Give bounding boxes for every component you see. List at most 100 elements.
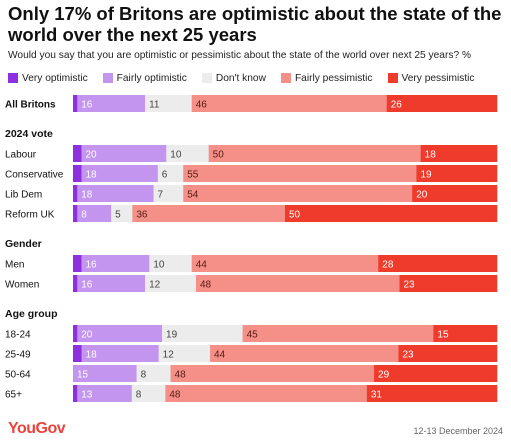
data-label: 48	[175, 370, 187, 381]
data-label: 10	[153, 260, 165, 271]
bar-segment	[77, 95, 146, 112]
bar-segment	[81, 255, 150, 272]
data-label: 44	[214, 350, 226, 361]
data-label: 16	[81, 100, 93, 111]
data-label: 46	[196, 100, 208, 111]
bar-segment	[162, 325, 243, 342]
legend-label: Fairly pessimistic	[294, 72, 373, 84]
data-label: 15	[77, 370, 89, 381]
data-label: 55	[187, 170, 199, 181]
legend-item-fairly-pessimistic: Fairly pessimistic	[280, 72, 373, 84]
row-label: 65+	[5, 390, 22, 401]
bar-segment	[416, 165, 498, 182]
data-label: 15	[437, 330, 449, 341]
bar-segment	[77, 325, 163, 342]
row-label: All Britons	[5, 100, 56, 111]
bar-segment	[285, 205, 498, 222]
row-label: Lib Dem	[5, 190, 42, 201]
legend-swatch	[201, 73, 212, 83]
group-heading: 2024 vote	[5, 128, 53, 140]
data-label: 50	[289, 210, 301, 221]
data-label: 11	[149, 100, 160, 111]
legend-label: Don't know	[215, 72, 266, 84]
bar-segment	[73, 95, 78, 112]
data-label: 6	[162, 170, 168, 181]
data-label: 18	[425, 150, 437, 161]
bar-segment	[366, 385, 498, 402]
bar-segment	[195, 275, 400, 292]
legend-label: Very optimistic	[22, 72, 88, 84]
row-label: Labour	[5, 150, 37, 161]
bar-segment	[191, 95, 388, 112]
bar-segment	[378, 255, 498, 272]
group-heading: Age group	[5, 308, 58, 320]
bar-segment	[132, 205, 286, 222]
bar-segment	[386, 95, 498, 112]
bar-segment	[77, 205, 112, 222]
legend-swatch	[280, 73, 291, 83]
legend-item-very-pessimistic: Very pessimistic	[387, 72, 475, 84]
yougov-logo: YouGov	[8, 420, 66, 437]
legend-item-very-optimistic: Very optimistic	[8, 73, 88, 84]
bar-segment	[242, 325, 434, 342]
chart-title: Only 17% of Britons are optimistic about…	[8, 3, 502, 45]
row-label: Reform UK	[5, 210, 55, 221]
data-label: 31	[371, 390, 383, 401]
data-label: 48	[169, 390, 181, 401]
bar-segment	[73, 145, 82, 162]
bar-segment	[81, 145, 167, 162]
chart-subtitle: Would you say that you are optimistic or…	[8, 50, 472, 61]
data-label: 8	[141, 370, 147, 381]
data-label: 54	[187, 190, 199, 201]
data-label: 36	[136, 210, 148, 221]
bar-segment	[183, 165, 417, 182]
row-label: Men	[5, 260, 24, 271]
data-label: 23	[402, 350, 414, 361]
bar-segment	[111, 205, 133, 222]
bar-segment	[166, 145, 209, 162]
bar-segment	[73, 365, 137, 382]
bar-segment	[420, 145, 498, 162]
bar-segment	[73, 345, 82, 362]
bar-segment	[412, 185, 498, 202]
fieldwork-date: 12-13 December 2024	[413, 426, 503, 436]
data-label: 7	[158, 190, 164, 201]
bar-segment	[73, 325, 78, 342]
row-label: 25-49	[5, 350, 31, 361]
data-label: 18	[86, 350, 98, 361]
bar-segment	[77, 185, 154, 202]
bar-segment	[145, 275, 197, 292]
data-label: 45	[247, 330, 259, 341]
bar-segment	[183, 185, 413, 202]
data-label: 12	[149, 280, 161, 291]
bar-segment	[208, 145, 421, 162]
bar-segment	[210, 345, 399, 362]
data-label: 16	[81, 280, 93, 291]
bar-segment	[145, 95, 193, 112]
data-label: 13	[81, 390, 93, 401]
bar-segment	[153, 185, 184, 202]
legend: Very optimistic Fairly optimistic Don't …	[8, 72, 508, 84]
bar-segment	[433, 325, 498, 342]
bar-segment	[73, 255, 82, 272]
bar-segment	[73, 205, 78, 222]
legend-label: Very pessimistic	[401, 72, 475, 84]
bar-segment	[170, 365, 375, 382]
data-label: 20	[81, 330, 93, 341]
bar-segment	[73, 385, 78, 402]
data-label: 12	[163, 350, 175, 361]
bar-segment	[158, 345, 211, 362]
data-label: 48	[200, 280, 212, 291]
bar-segment	[399, 275, 498, 292]
data-label: 20	[416, 190, 428, 201]
data-label: 16	[85, 260, 97, 271]
data-label: 44	[196, 260, 208, 271]
legend-item-dont-know: Don't know	[201, 72, 266, 84]
bar-segment	[398, 345, 498, 362]
row-label: 18-24	[5, 330, 31, 341]
bar-segment	[73, 185, 78, 202]
data-label: 5	[115, 210, 121, 221]
bar-segment	[191, 255, 379, 272]
legend-label: Fairly optimistic	[116, 72, 187, 84]
data-label: 19	[166, 330, 178, 341]
